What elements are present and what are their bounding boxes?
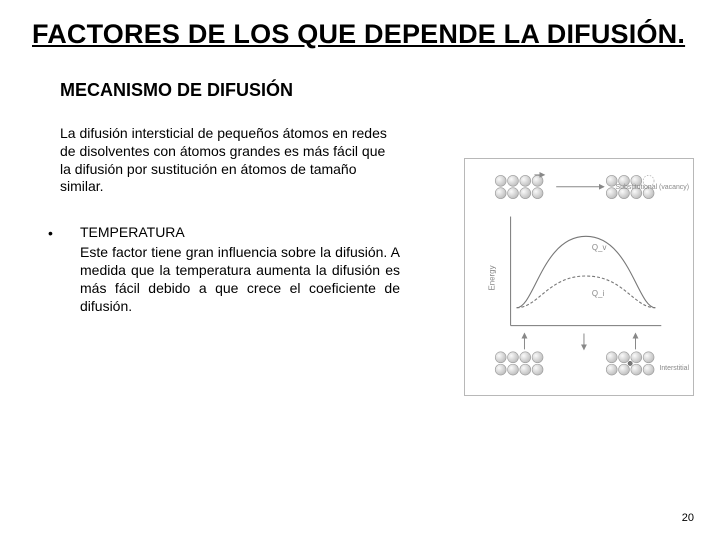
atom [495,175,506,186]
atom [532,352,543,363]
paragraph-1: La difusión intersticial de pequeños áto… [60,125,400,197]
bullet-item-temperatura: • TEMPERATURA Este factor tiene gran inf… [48,224,400,316]
atom [495,188,506,199]
atom [508,188,519,199]
atom [619,352,630,363]
cluster-bottom-left [495,352,543,375]
atom [495,352,506,363]
text-column: La difusión intersticial de pequeños áto… [60,125,400,316]
atom [495,364,506,375]
cluster-top-left [495,175,543,198]
atom [619,364,630,375]
atom [508,175,519,186]
atom [606,352,617,363]
atom [631,364,642,375]
subtitle: MECANISMO DE DIFUSIÓN [60,80,692,101]
interstitial-label: Interstitial [659,365,689,372]
bullet-heading: TEMPERATURA [80,224,400,240]
interstitial-atom [628,361,632,365]
atom [532,175,543,186]
atom [520,188,531,199]
atom [643,352,654,363]
atom [532,364,543,375]
curve-top-label: Q_v [592,243,607,252]
atom [643,364,654,375]
atom [532,188,543,199]
diagram-svg: Substitutional (vacancy) Interstitial En… [465,159,693,395]
atom [508,352,519,363]
curve-vacancy [517,236,656,307]
energy-plot: Energy Q_v Q_i [488,217,662,326]
diffusion-diagram: Substitutional (vacancy) Interstitial En… [464,158,694,396]
bullet-symbol: • [48,224,80,241]
page-number: 20 [682,512,694,524]
atom [520,175,531,186]
cluster-bottom-right [606,352,654,375]
atom [508,364,519,375]
curve-bottom-label: Q_i [592,289,605,298]
y-axis-label: Energy [488,265,497,290]
bullet-paragraph: Este factor tiene gran influencia sobre … [80,244,400,316]
atom [606,364,617,375]
atom [520,352,531,363]
atom [520,364,531,375]
page-title: FACTORES DE LOS QUE DEPENDE LA DIFUSIÓN. [32,18,692,52]
atom [631,352,642,363]
substitutional-label-line1: Substitutional (vacancy) [616,184,689,191]
